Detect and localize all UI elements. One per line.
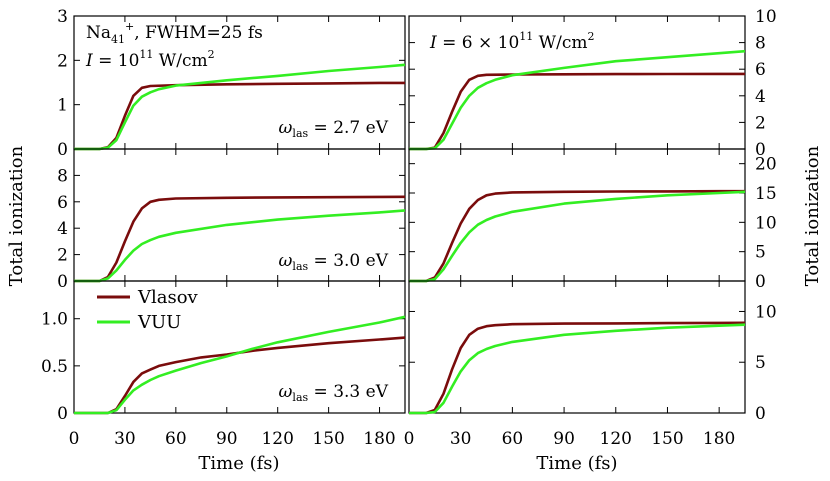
intensity-annotation-left: I = 1011 W/cm2 — [85, 48, 215, 71]
y-tick-label: 2 — [57, 246, 68, 266]
intensity-left-symbol: I — [85, 51, 93, 71]
y-tick-label: 10 — [755, 213, 777, 233]
system-prefix: Na — [86, 23, 111, 43]
y-tick-label: 8 — [755, 34, 766, 54]
x-tick-label: 30 — [450, 429, 472, 449]
intensity-right-mid: = 6 × 10 — [437, 33, 520, 53]
y-tick-label: 4 — [57, 219, 68, 239]
panel-row2-left-series-vuu — [74, 209, 406, 283]
panel-row3-left-series-vlasov — [74, 336, 406, 415]
omega-1-symbol: ω — [279, 118, 293, 138]
x-tick-label: 120 — [261, 429, 293, 449]
omega-1-value: = 2.7 eV — [308, 118, 389, 138]
x-tick-label: 180 — [703, 429, 735, 449]
panel-row3-left-frame — [73, 280, 406, 414]
intensity-right-unit: W/cm — [533, 33, 587, 53]
omega-annotation-3: ωlas = 3.3 eV — [279, 382, 389, 404]
system-suffix: , FWHM=25 fs — [134, 23, 263, 43]
intensity-left-mid: = 10 — [93, 51, 140, 71]
y-tick-label: 20 — [755, 155, 777, 175]
omega-1-sub: las — [292, 127, 308, 140]
x-tick-label: 150 — [651, 429, 683, 449]
y-tick-label: 0 — [755, 272, 766, 292]
x-tick-label: 60 — [502, 429, 524, 449]
omega-annotation-1: ωlas = 2.7 eV — [279, 118, 389, 140]
panel-row1-left-series-vlasov — [74, 81, 405, 151]
y-tick-label: 2 — [755, 113, 766, 133]
x-tick-label: 30 — [114, 429, 136, 449]
y-tick-label: 0 — [57, 404, 68, 424]
omega-3-value: = 3.3 eV — [308, 382, 389, 402]
panel-row1-right-series-vlasov — [409, 72, 745, 151]
omega-2-sub: las — [292, 260, 308, 273]
y-axis-label-left: Total ionization — [6, 145, 27, 286]
legend-label-vlasov: Vlasov — [137, 287, 199, 308]
system-annotation: Na41+, FWHM=25 fs — [86, 20, 263, 46]
y-tick-label: 1 — [57, 96, 68, 116]
y-tick-label: 1.0 — [41, 310, 68, 330]
y-tick-label: 4 — [755, 87, 766, 107]
x-tick-label: 150 — [312, 429, 344, 449]
panel-row2-right-series-vuu — [409, 190, 746, 283]
y-tick-label: 3 — [57, 7, 68, 27]
system-sup: + — [125, 20, 134, 33]
y-tick-label: 0 — [755, 140, 766, 160]
legend: Vlasov VUU — [97, 287, 199, 333]
system-sub: 41 — [111, 33, 125, 46]
y-axis-label-right: Total ionization — [802, 145, 823, 286]
panel-row1-right-series-vuu — [409, 49, 746, 151]
intensity-right-unit-exp: 2 — [588, 30, 595, 43]
omega-2-symbol: ω — [279, 251, 293, 271]
panel-row2-right-series-vlasov — [409, 189, 745, 283]
omega-3-symbol: ω — [279, 382, 293, 402]
intensity-annotation-right: I = 6 × 1011 W/cm2 — [429, 30, 595, 53]
legend-label-vuu: VUU — [137, 312, 181, 333]
x-tick-label: 90 — [216, 429, 238, 449]
x-tick-label: 90 — [553, 429, 575, 449]
panel-row3-right-frame — [408, 280, 746, 414]
y-tick-label: 5 — [755, 353, 766, 373]
x-tick-label: 60 — [165, 429, 187, 449]
y-tick-label: 6 — [755, 60, 766, 80]
panel-row2-left-series-vlasov — [74, 195, 406, 283]
intensity-right-exp: 11 — [519, 30, 533, 43]
intensity-left-exp: 11 — [139, 48, 153, 61]
omega-3-sub: las — [292, 391, 308, 404]
y-tick-label: 10 — [755, 7, 777, 27]
intensity-left-unit: W/cm — [153, 51, 207, 71]
y-tick-label: 10 — [755, 302, 777, 322]
y-tick-label: 8 — [57, 166, 68, 186]
x-tick-label: 180 — [363, 429, 395, 449]
x-tick-label: 0 — [69, 429, 80, 449]
panel-row3-right-series-vuu — [409, 323, 746, 415]
x-axis-label-left: Time (fs) — [198, 453, 279, 474]
panel-row3-left-series-vuu — [74, 315, 406, 415]
omega-2-value: = 3.0 eV — [308, 251, 389, 271]
x-axis-label-right: Time (fs) — [536, 453, 617, 474]
intensity-right-symbol: I — [429, 33, 437, 53]
intensity-left-unit-exp: 2 — [208, 48, 215, 61]
y-tick-label: 6 — [57, 193, 68, 213]
x-tick-label: 120 — [600, 429, 632, 449]
panel-row2-right-frame — [408, 148, 746, 282]
y-tick-label: 0 — [57, 272, 68, 292]
y-tick-label: 5 — [755, 243, 766, 263]
omega-annotation-2: ωlas = 3.0 eV — [279, 251, 389, 273]
y-tick-label: 15 — [755, 184, 777, 204]
panel-row3-right-series-vlasov — [409, 321, 746, 415]
y-tick-label: 0 — [57, 140, 68, 160]
y-tick-label: 0 — [755, 404, 766, 424]
y-tick-label: 2 — [57, 51, 68, 71]
x-tick-label: 0 — [404, 429, 415, 449]
y-tick-label: 0.5 — [41, 357, 68, 377]
panel-row1-left-series-vuu — [74, 63, 406, 151]
